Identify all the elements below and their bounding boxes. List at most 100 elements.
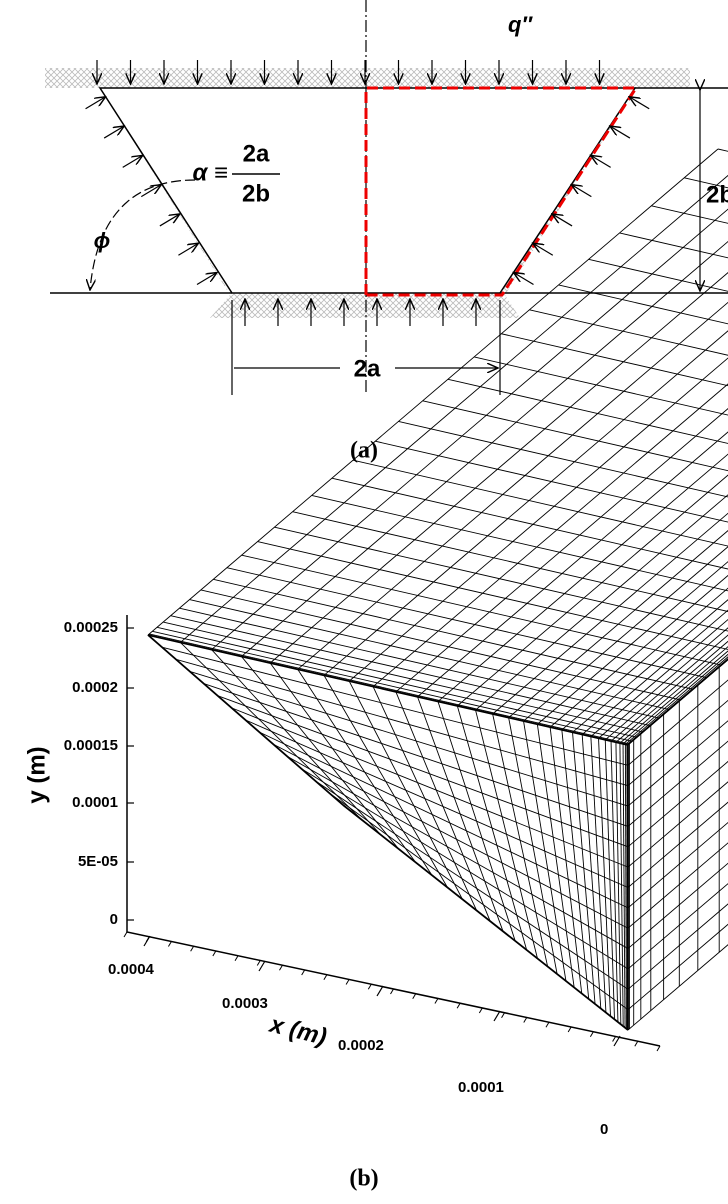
x-tick-label: 0.0002 (338, 1037, 384, 1054)
mesh-line (293, 512, 728, 622)
x-tick-label: 0.0001 (458, 1079, 504, 1096)
mesh-line (628, 381, 728, 867)
minor-tick (435, 999, 438, 1004)
mesh-line (163, 622, 643, 732)
arrow (86, 97, 106, 109)
mesh-line (213, 579, 693, 689)
arrow (123, 155, 143, 167)
mesh-line (201, 590, 681, 700)
mesh-line (559, 285, 728, 395)
mesh-line (275, 527, 728, 637)
arrow (514, 273, 534, 285)
minor-tick (124, 932, 127, 937)
mesh-line (353, 460, 728, 570)
minor-tick (479, 1008, 482, 1013)
arrow (160, 214, 180, 226)
mesh-line (190, 671, 628, 806)
arrow (178, 243, 198, 255)
mesh-line (332, 478, 728, 588)
x-tick (494, 1011, 500, 1021)
caption: (b) (349, 1166, 378, 1192)
mesh-edge (148, 635, 628, 745)
minor-tick (213, 951, 216, 956)
mesh-line (591, 250, 728, 736)
mesh-line (246, 720, 629, 888)
minor-tick (546, 1022, 549, 1027)
minor-tick (524, 1018, 527, 1023)
minor-tick (457, 1003, 460, 1008)
minor-tick (635, 1041, 638, 1046)
mesh-line (589, 259, 728, 369)
x-axis-title: x (m) (265, 1010, 329, 1051)
arrow (591, 155, 611, 167)
minor-tick (568, 1027, 571, 1032)
mesh-edge (148, 635, 343, 805)
q-label: q″ (508, 12, 533, 37)
y-tick-label: 5E-05 (78, 853, 118, 870)
minor-tick (257, 961, 260, 966)
minor-tick (146, 937, 149, 942)
minor-tick (657, 1046, 660, 1051)
minor-tick (346, 980, 349, 985)
mesh-line (448, 379, 728, 489)
mesh-line (218, 696, 628, 847)
mesh-line (628, 340, 728, 826)
mesh-line (628, 503, 728, 989)
mesh-line (628, 422, 728, 908)
mesh-edge (343, 805, 628, 1030)
arrow (533, 243, 553, 255)
mesh-line (628, 463, 728, 949)
mesh-line (152, 631, 632, 741)
arrow (104, 126, 124, 138)
mesh-line (176, 659, 628, 785)
y-axis-title: y (m) (23, 746, 50, 803)
mesh-line (301, 769, 628, 969)
minor-tick (168, 942, 171, 947)
phi-label: ϕ (94, 228, 111, 253)
x-tick-label: 0 (600, 1121, 608, 1138)
arrow (141, 185, 161, 197)
minor-tick (191, 946, 194, 951)
arrow (610, 126, 630, 138)
minor-tick (613, 1037, 616, 1042)
y-tick-label: 0.0001 (72, 794, 118, 811)
mesh-line (509, 232, 728, 718)
mesh-line (628, 524, 728, 1010)
mesh-line (399, 421, 728, 531)
mesh-line (329, 793, 628, 1010)
y-tick-label: 0.0002 (72, 679, 118, 696)
minor-tick (502, 1013, 505, 1018)
width-label: 2a (354, 355, 381, 382)
minor-tick (590, 1032, 593, 1037)
y-tick-label: 0.00025 (64, 619, 118, 636)
minor-tick (235, 956, 238, 961)
x-tick (259, 961, 265, 971)
mesh-line (149, 634, 629, 744)
mesh-line (628, 442, 728, 928)
x-tick-label: 0.0004 (108, 961, 155, 978)
arrow (629, 97, 649, 109)
mesh-line (227, 568, 707, 678)
y-tick-label: 0 (110, 911, 118, 928)
mesh-line (524, 235, 728, 721)
alpha-den: 2b (242, 180, 270, 207)
minor-tick (324, 975, 327, 980)
minor-tick (413, 994, 416, 999)
alpha-lhs: α ≡ (192, 159, 228, 186)
mesh-line (628, 544, 728, 1030)
x-tick (377, 986, 383, 996)
y-tick-label: 0.00015 (64, 737, 118, 754)
mesh-line (273, 744, 628, 928)
mesh-line (651, 206, 728, 316)
arrow (571, 185, 591, 197)
mesh-line (628, 320, 728, 806)
x-tick-label: 0.0003 (222, 995, 268, 1012)
minor-tick (391, 989, 394, 994)
minor-tick (302, 970, 305, 975)
alpha-num: 2a (243, 140, 270, 167)
mesh-line (474, 357, 728, 467)
minor-tick (279, 965, 282, 970)
arrow (197, 273, 217, 285)
arrow (552, 214, 572, 226)
minor-tick (368, 984, 371, 989)
